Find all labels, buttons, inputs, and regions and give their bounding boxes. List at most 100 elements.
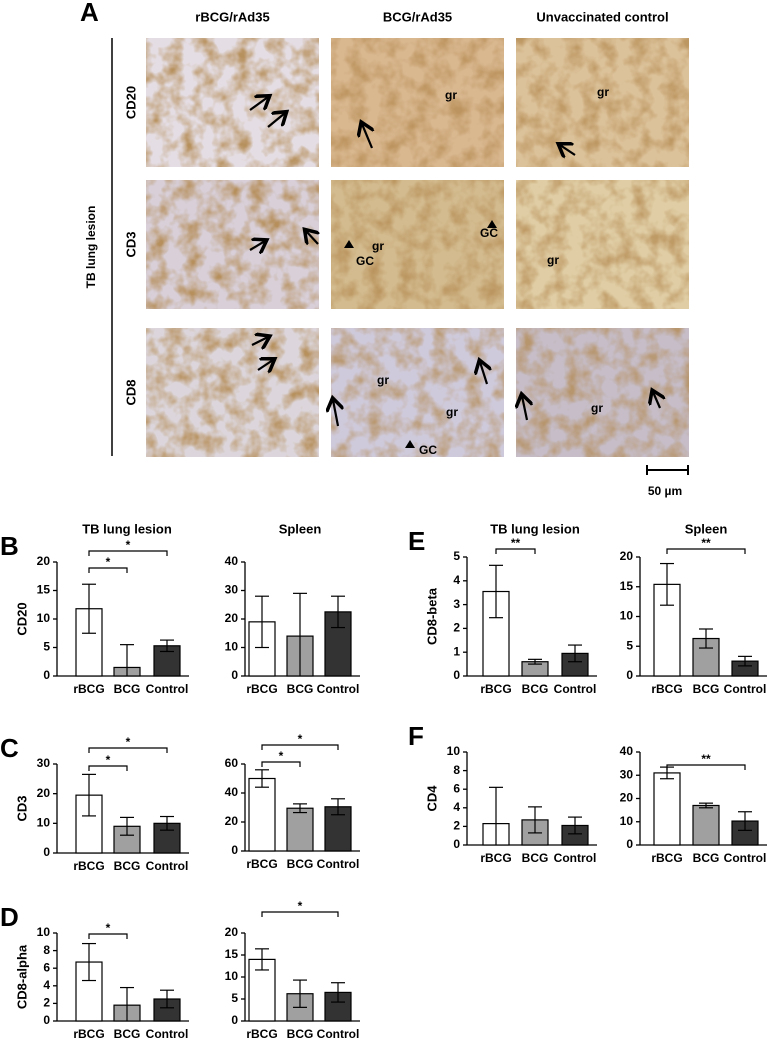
annotation: gr: [597, 85, 609, 99]
significance-label: *: [279, 749, 284, 763]
arrow: [522, 396, 527, 421]
x-tick-label: Control: [317, 857, 360, 871]
panel-label: C: [0, 733, 19, 763]
arrowhead: [405, 440, 415, 448]
y-tick-label: 5: [43, 640, 50, 654]
x-tick-label: BCG: [287, 857, 314, 871]
x-tick-label: BCG: [522, 682, 549, 696]
column-header: BCG/rAd35: [383, 9, 452, 24]
y-tick-label: 0: [231, 1013, 238, 1027]
significance-label: *: [126, 538, 131, 552]
stain-texture: [146, 38, 319, 167]
y-tick-label: 4: [453, 573, 460, 587]
arrow: [257, 360, 273, 370]
y-tick-label: 20: [37, 786, 51, 800]
x-tick-label: rBCG: [246, 682, 277, 696]
y-tick-label: 4: [43, 978, 50, 992]
y-tick-label: 20: [620, 791, 634, 805]
y-tick-label: 6: [453, 781, 460, 795]
annotation: gr: [372, 239, 384, 253]
annotation: GC: [480, 226, 498, 240]
x-tick-label: BCG: [114, 1027, 141, 1041]
stain-texture: [331, 328, 504, 457]
significance-label: **: [511, 536, 521, 550]
stain-texture: [146, 180, 319, 309]
y-tick-label: 6: [43, 960, 50, 974]
y-tick-label: 0: [231, 668, 238, 682]
x-tick-label: rBCG: [480, 851, 511, 865]
x-tick-label: Control: [724, 851, 767, 865]
significance-bracket: [88, 747, 168, 753]
significance-label: *: [298, 899, 303, 913]
x-tick-label: Control: [554, 682, 597, 696]
significance-bracket: [666, 764, 746, 770]
x-tick-label: rBCG: [73, 859, 104, 873]
x-tick-label: rBCG: [480, 682, 511, 696]
y-tick-label: 40: [225, 554, 239, 568]
bar: [692, 804, 720, 846]
y-tick-label: 0: [453, 837, 460, 851]
y-tick-label: 10: [37, 816, 51, 830]
y-tick-label: 40: [225, 785, 239, 799]
y-tick-label: 0: [626, 837, 633, 851]
x-tick-label: BCG: [522, 851, 549, 865]
significance-bracket: [261, 761, 301, 767]
x-tick-label: BCG: [114, 859, 141, 873]
x-tick-label: rBCG: [246, 857, 277, 871]
chart-title: TB lung lesion: [82, 521, 172, 536]
x-tick-label: rBCG: [73, 1027, 104, 1041]
x-tick-label: rBCG: [651, 682, 682, 696]
annotation: gr: [446, 405, 458, 419]
y-tick-label: 10: [620, 609, 634, 623]
y-tick-label: 20: [225, 925, 239, 939]
chart-title: Spleen: [685, 521, 728, 536]
arrow: [480, 362, 487, 385]
y-tick-label: 5: [626, 638, 633, 652]
y-tick-label: 30: [37, 756, 51, 770]
y-tick-label: 20: [620, 549, 634, 563]
significance-bracket: [88, 933, 128, 939]
y-tick-label: 0: [231, 843, 238, 857]
x-tick-label: Control: [317, 1027, 360, 1041]
y-tick-label: 0: [43, 1013, 50, 1027]
x-tick-label: Control: [146, 1027, 189, 1041]
y-tick-label: 2: [453, 819, 460, 833]
side-label: TB lung lesion: [84, 206, 98, 289]
y-tick-label: 10: [620, 814, 634, 828]
x-tick-label: Control: [146, 859, 189, 873]
y-axis-label: CD3: [14, 795, 29, 821]
y-tick-label: 0: [626, 668, 633, 682]
chart-title: TB lung lesion: [490, 521, 580, 536]
panel-label: E: [408, 526, 425, 556]
significance-label: *: [106, 753, 111, 767]
y-tick-label: 4: [453, 800, 460, 814]
y-tick-label: 60: [225, 756, 239, 770]
y-tick-label: 3: [453, 597, 460, 611]
annotation: gr: [591, 401, 603, 415]
significance-bracket: [666, 548, 746, 554]
arrow: [249, 241, 265, 250]
row-label: CD20: [123, 86, 138, 119]
y-tick-label: 20: [225, 814, 239, 828]
annotation: GC: [419, 443, 437, 457]
y-tick-label: 0: [453, 668, 460, 682]
y-tick-label: 15: [37, 583, 51, 597]
x-tick-label: rBCG: [651, 851, 682, 865]
stain-texture: [516, 180, 689, 309]
x-tick-label: BCG: [693, 851, 720, 865]
row-label: CD3: [123, 231, 138, 257]
y-tick-label: 10: [447, 744, 461, 758]
significance-label: **: [701, 752, 711, 766]
x-tick-label: Control: [724, 682, 767, 696]
panel-label: D: [0, 902, 19, 932]
y-tick-label: 40: [620, 744, 634, 758]
y-axis-label: CD8-alpha: [14, 944, 29, 1009]
y-tick-label: 30: [620, 767, 634, 781]
significance-label: *: [106, 921, 111, 935]
arrow: [306, 231, 318, 244]
arrowhead: [344, 240, 354, 248]
y-tick-label: 10: [225, 640, 239, 654]
x-tick-label: Control: [146, 682, 189, 696]
y-tick-label: 8: [43, 943, 50, 957]
